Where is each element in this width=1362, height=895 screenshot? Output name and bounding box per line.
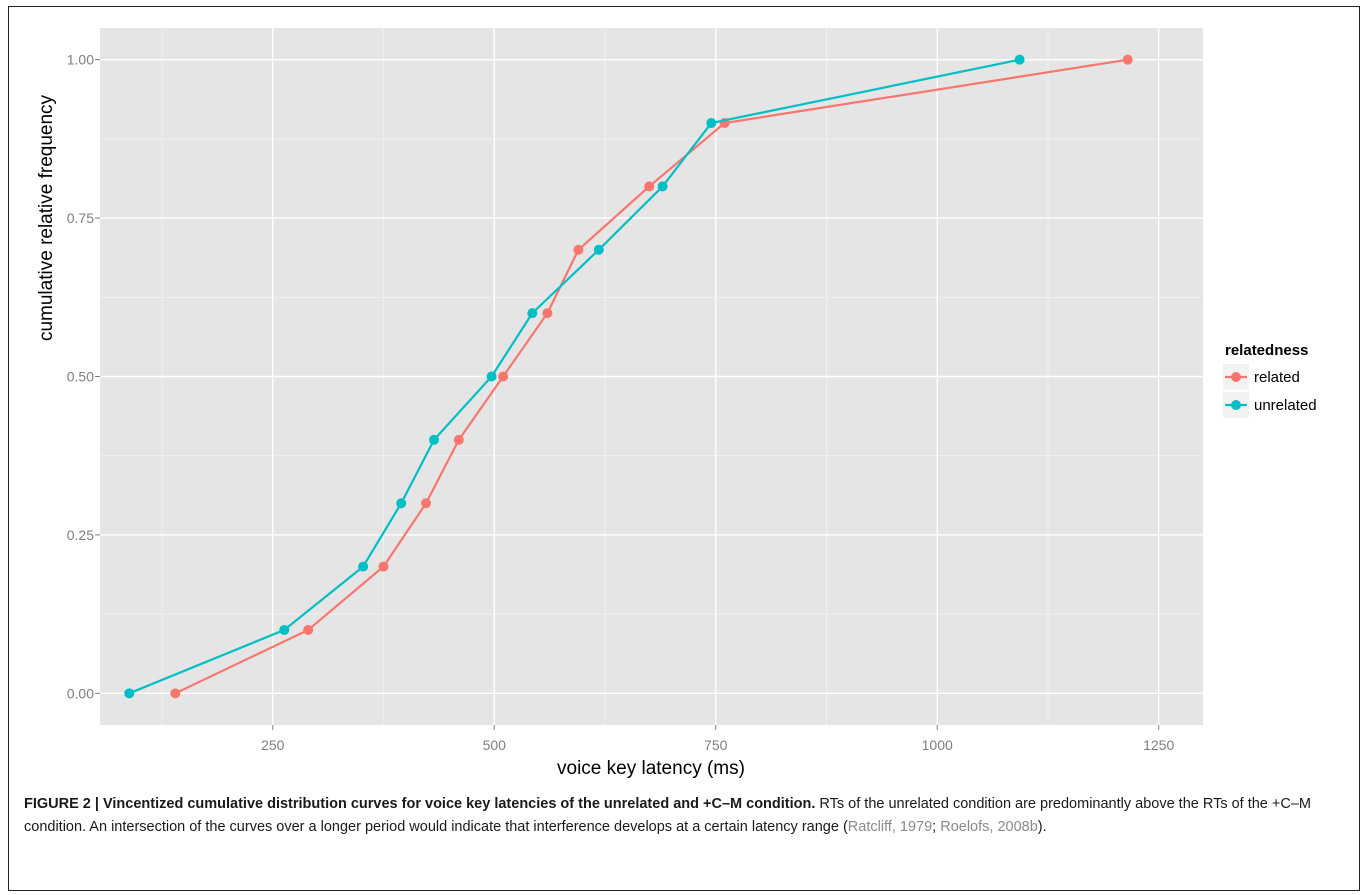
y-tick-label: 0.50 <box>67 369 94 385</box>
x-tick-label: 1250 <box>1143 737 1174 753</box>
legend-item-related: related <box>1223 364 1300 390</box>
legend-key-point <box>1231 372 1241 382</box>
y-tick-label: 1.00 <box>67 52 94 68</box>
y-axis-label: cumulative relative frequency <box>36 94 57 341</box>
data-point-unrelated <box>396 498 406 508</box>
data-point-related <box>1123 55 1133 65</box>
data-point-related <box>454 435 464 445</box>
legend: relatedness related unrelated <box>1223 342 1317 418</box>
data-point-related <box>573 245 583 255</box>
data-point-unrelated <box>706 118 716 128</box>
data-point-related <box>379 562 389 572</box>
x-axis-ticks: 250 500 750 1000 1250 <box>261 725 1174 753</box>
data-point-unrelated <box>429 435 439 445</box>
data-point-unrelated <box>1015 55 1025 65</box>
data-point-related <box>498 372 508 382</box>
legend-key-point <box>1231 400 1241 410</box>
x-tick-label: 500 <box>483 737 507 753</box>
legend-label: unrelated <box>1254 397 1317 414</box>
y-tick-label: 0.75 <box>67 210 94 226</box>
caption-separator: ; <box>932 819 940 835</box>
data-point-unrelated <box>279 625 289 635</box>
citation-link[interactable]: Roelofs, 2008b <box>940 819 1038 835</box>
y-tick-label: 0.00 <box>67 685 94 701</box>
y-tick-label: 0.25 <box>67 527 94 543</box>
data-point-unrelated <box>527 308 537 318</box>
x-axis-label: voice key latency (ms) <box>557 758 745 779</box>
data-point-related <box>644 181 654 191</box>
data-point-related <box>170 688 180 698</box>
caption-label: FIGURE 2 | Vincentized cumulative distri… <box>24 796 815 812</box>
data-point-unrelated <box>358 562 368 572</box>
caption-text-end: ). <box>1038 819 1047 835</box>
legend-item-unrelated: unrelated <box>1223 392 1317 418</box>
legend-label: related <box>1254 369 1300 386</box>
data-point-unrelated <box>124 688 134 698</box>
data-point-unrelated <box>487 372 497 382</box>
x-tick-label: 250 <box>261 737 285 753</box>
y-axis-ticks: 0.00 0.25 0.50 0.75 1.00 <box>67 52 100 702</box>
cumulative-distribution-chart: 250 500 750 1000 1250 0.00 0.25 0.50 0.75 1.00 v… <box>0 0 1362 790</box>
citation-link[interactable]: Ratcliff, 1979 <box>848 819 932 835</box>
data-point-unrelated <box>658 181 668 191</box>
figure-caption: FIGURE 2 | Vincentized cumulative distri… <box>24 793 1344 839</box>
data-point-unrelated <box>594 245 604 255</box>
x-tick-label: 750 <box>704 737 728 753</box>
data-point-related <box>421 498 431 508</box>
legend-title: relatedness <box>1225 342 1308 359</box>
x-tick-label: 1000 <box>922 737 953 753</box>
data-point-related <box>303 625 313 635</box>
data-point-related <box>542 308 552 318</box>
